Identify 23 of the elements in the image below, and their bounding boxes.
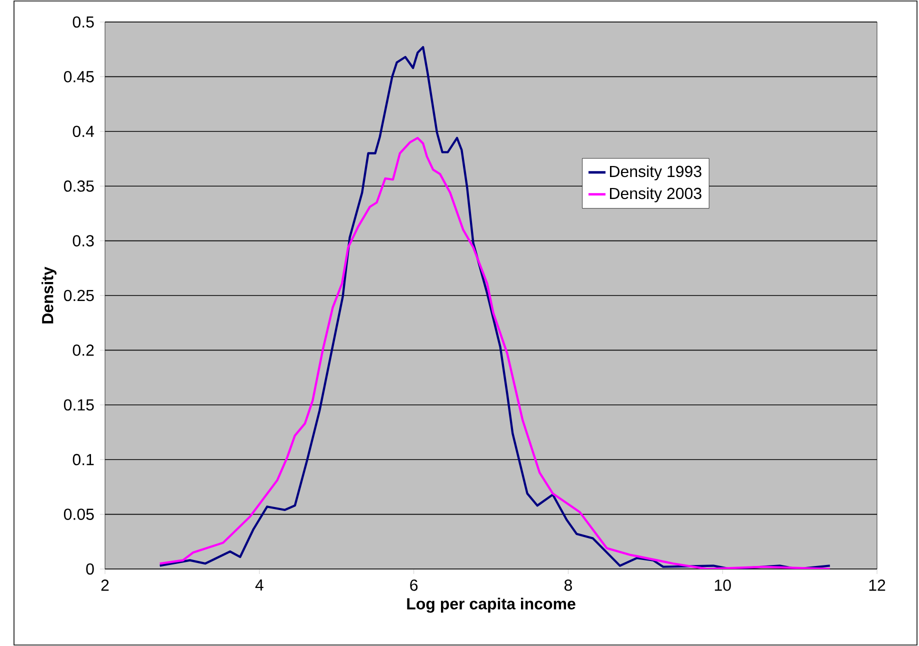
y-tick-label: 0.35 (64, 180, 94, 192)
y-tick-label: 0.25 (64, 290, 94, 302)
x-tick-label: 8 (564, 580, 572, 591)
legend-label: Density 2003 (610, 187, 702, 202)
y-tick-label: 0.15 (64, 399, 94, 411)
y-tick-label: 0.5 (72, 16, 94, 28)
x-tick-label: 2 (101, 580, 109, 591)
y-axis-title: Density (42, 266, 56, 324)
x-tick-label: 12 (869, 580, 886, 591)
y-tick-label: 0.05 (64, 508, 94, 520)
line-series (158, 46, 832, 569)
y-tick-label: 0.2 (72, 344, 94, 356)
y-tick-label: 0.1 (72, 454, 94, 466)
x-axis-title: Log per capita income (407, 598, 576, 613)
y-tick-label: 0 (86, 563, 94, 575)
y-tick-label: 0.3 (72, 235, 94, 246)
y-tick-label: 0.45 (64, 71, 94, 82)
x-tick-label: 4 (255, 580, 264, 591)
line-series (158, 136, 832, 569)
legend-label: Density 1993 (610, 165, 702, 180)
y-tick-label: 0.4 (72, 126, 94, 138)
x-tick-label: 6 (410, 580, 418, 591)
x-tick-label: 10 (714, 580, 731, 591)
